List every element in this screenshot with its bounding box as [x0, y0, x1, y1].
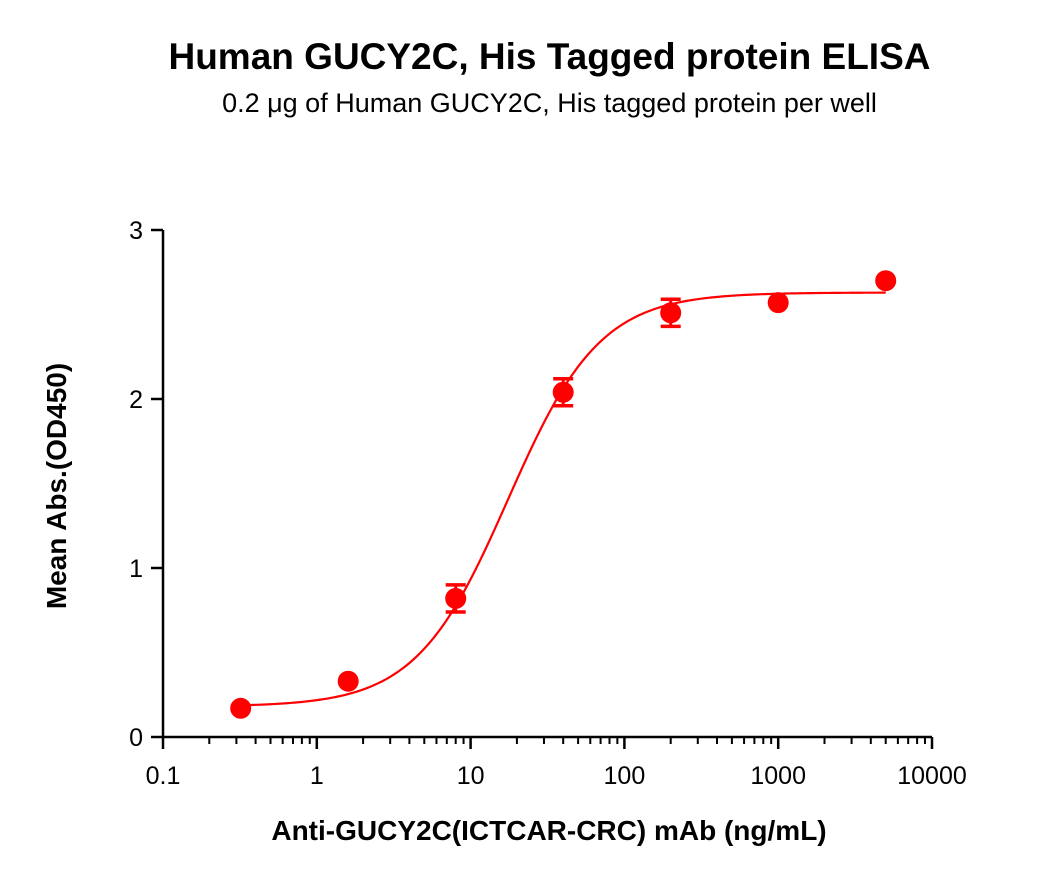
x-tick-label: 10000 — [897, 762, 967, 790]
y-tick-label: 1 — [129, 555, 143, 583]
y-tick-label: 0 — [129, 724, 143, 752]
y-axis-title: Mean Abs.(OD450) — [41, 363, 72, 609]
data-point — [230, 697, 252, 719]
chart-subtitle: 0.2 μg of Human GUCY2C, His tagged prote… — [222, 88, 877, 118]
data-point — [875, 270, 897, 292]
y-tick-label: 2 — [129, 386, 143, 414]
chart-title: Human GUCY2C, His Tagged protein ELISA — [168, 36, 931, 77]
data-point — [445, 587, 467, 609]
x-axis-title: Anti-GUCY2C(ICTCAR-CRC) mAb (ng/mL) — [271, 815, 826, 846]
data-points-layer — [230, 270, 897, 719]
data-point — [767, 292, 789, 314]
x-tick-label: 1 — [310, 762, 324, 790]
fit-curve-layer — [240, 291, 886, 707]
x-tick-label: 100 — [604, 762, 646, 790]
fit-curve — [240, 291, 886, 707]
x-tick-label: 0.1 — [146, 762, 181, 790]
y-tick-label: 3 — [129, 217, 143, 245]
data-point — [552, 381, 574, 403]
data-point — [660, 302, 682, 324]
axes: 0 1 2 3 0.1 1 10 100 1000 10000 — [129, 217, 967, 790]
data-point — [337, 670, 359, 692]
x-tick-label: 1000 — [750, 762, 806, 790]
x-tick-label: 10 — [457, 762, 485, 790]
